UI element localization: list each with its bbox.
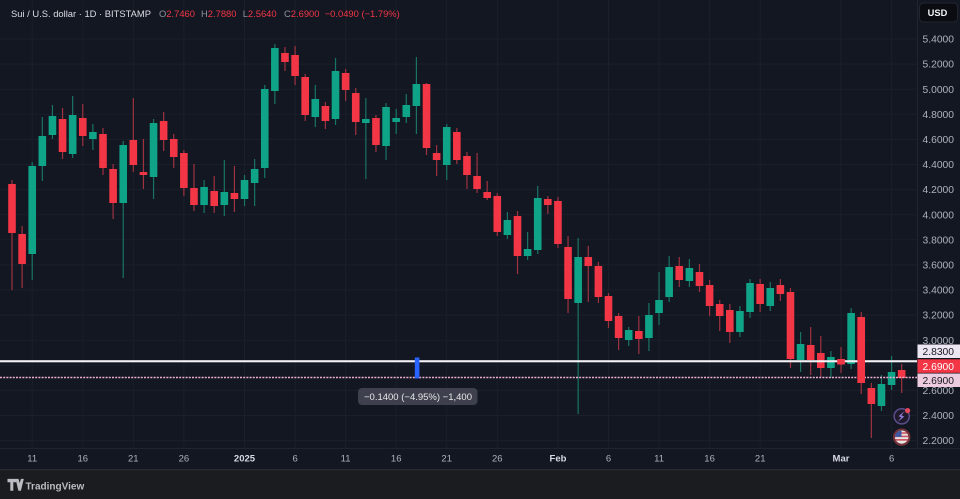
svg-text:L2.5640: L2.5640	[243, 8, 277, 19]
svg-text:3.0000: 3.0000	[923, 336, 955, 347]
svg-text:−0.0490 (−1.79%): −0.0490 (−1.79%)	[325, 8, 400, 19]
svg-text:3.4000: 3.4000	[923, 286, 955, 297]
svg-text:2.6900: 2.6900	[923, 376, 955, 387]
svg-text:21: 21	[755, 454, 766, 465]
svg-text:5.2000: 5.2000	[923, 60, 955, 71]
svg-text:21: 21	[128, 454, 139, 465]
svg-text:2.4000: 2.4000	[923, 411, 955, 422]
svg-text:6: 6	[292, 454, 297, 465]
svg-text:Mar: Mar	[833, 454, 850, 465]
svg-text:21: 21	[441, 454, 452, 465]
svg-text:4.4000: 4.4000	[923, 160, 955, 171]
svg-text:2.6000: 2.6000	[923, 386, 955, 397]
svg-text:Sui / U.S. dollar · 1D · BITST: Sui / U.S. dollar · 1D · BITSTAMP	[11, 8, 151, 19]
svg-text:3.8000: 3.8000	[923, 235, 955, 246]
svg-text:5.0000: 5.0000	[923, 85, 955, 96]
svg-text:2.2000: 2.2000	[923, 436, 955, 447]
svg-text:4.0000: 4.0000	[923, 210, 955, 221]
svg-text:3.6000: 3.6000	[923, 261, 955, 272]
svg-text:11: 11	[341, 454, 351, 465]
svg-text:4.2000: 4.2000	[923, 185, 955, 196]
svg-text:3.2000: 3.2000	[923, 311, 955, 322]
svg-text:USD: USD	[928, 8, 948, 18]
svg-text:16: 16	[391, 454, 402, 465]
svg-text:6: 6	[889, 454, 894, 465]
svg-text:11: 11	[27, 454, 37, 465]
svg-text:C2.6900: C2.6900	[284, 8, 319, 19]
svg-text:26: 26	[492, 454, 503, 465]
svg-text:11: 11	[654, 454, 664, 465]
svg-text:4.8000: 4.8000	[923, 110, 955, 121]
svg-text:2025: 2025	[234, 454, 256, 465]
svg-text:2.6900: 2.6900	[923, 362, 955, 373]
svg-text:2.8300: 2.8300	[923, 347, 955, 358]
svg-text:4.6000: 4.6000	[923, 135, 955, 146]
svg-text:16: 16	[704, 454, 715, 465]
svg-text:6: 6	[606, 454, 611, 465]
svg-text:O2.7460: O2.7460	[159, 8, 195, 19]
svg-text:TradingView: TradingView	[26, 482, 85, 493]
svg-text:H2.7880: H2.7880	[201, 8, 236, 19]
svg-text:5.4000: 5.4000	[923, 35, 955, 46]
svg-text:16: 16	[78, 454, 89, 465]
svg-text:Feb: Feb	[550, 454, 567, 465]
svg-text:−0.1400 (−4.95%) −1,400: −0.1400 (−4.95%) −1,400	[364, 392, 472, 403]
svg-text:26: 26	[179, 454, 190, 465]
